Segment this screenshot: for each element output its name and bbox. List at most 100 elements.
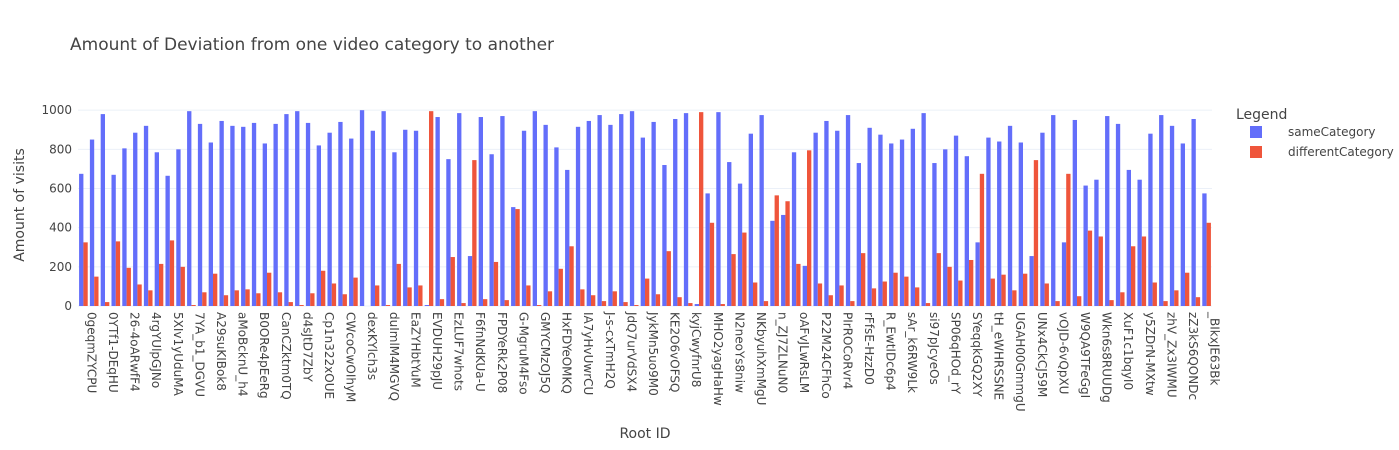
- x-tick-label: JdQ7urVdSX4: [624, 311, 638, 392]
- bar: [1174, 290, 1179, 306]
- x-tick-label: FPDYeRk2P08: [495, 312, 509, 393]
- bar: [774, 195, 779, 306]
- bar: [213, 273, 218, 306]
- bar: [115, 241, 121, 306]
- bar: [1137, 179, 1142, 306]
- bar: [137, 284, 142, 306]
- bar: [629, 111, 635, 307]
- x-tick-label: EzLUF7whots: [452, 312, 466, 391]
- bar: [683, 113, 689, 306]
- bar: [392, 152, 397, 306]
- bar: [385, 305, 391, 306]
- bar: [79, 173, 84, 306]
- bar: [997, 141, 1002, 306]
- legend-swatch: [1250, 126, 1262, 138]
- bar: [662, 165, 667, 306]
- x-tick-label: d4sJtD7ZbY: [300, 312, 314, 382]
- bar: [856, 163, 861, 306]
- bar: [910, 128, 915, 306]
- x-tick-label: 0YTf1-DEqHU: [106, 312, 120, 393]
- y-tick-label: 0: [64, 299, 72, 313]
- x-tick-label: R_EwtIDc6p4: [884, 312, 898, 391]
- bar: [785, 201, 790, 306]
- bar: [1163, 301, 1168, 306]
- bar: [1109, 300, 1114, 306]
- bar: [975, 242, 980, 306]
- bar: [947, 266, 952, 306]
- x-tick-label: EaZYHbtYuM: [408, 312, 422, 388]
- x-tick-label: G-MgruM4Fso: [516, 312, 530, 395]
- bar: [791, 152, 797, 306]
- bar: [828, 295, 833, 306]
- bar: [267, 272, 272, 306]
- x-tick-label: PIrROCoRvr4: [840, 312, 854, 389]
- bar: [223, 295, 229, 306]
- bar: [673, 118, 678, 306]
- bar: [126, 267, 131, 306]
- bar: [1055, 301, 1060, 306]
- legend-label: differentCategory: [1288, 145, 1394, 159]
- bar: [824, 120, 829, 306]
- bar: [439, 299, 445, 306]
- bar: [493, 261, 499, 306]
- y-tick-label: 400: [49, 221, 72, 235]
- bar: [208, 142, 213, 306]
- x-tick-label: si97pJcyeOs: [927, 312, 941, 385]
- x-tick-label: CWcoCwOIhyM: [344, 312, 358, 402]
- bar: [1159, 115, 1164, 307]
- bar: [845, 115, 851, 307]
- bar: [889, 143, 894, 306]
- bar: [1044, 283, 1049, 306]
- bar: [645, 278, 650, 306]
- bar: [191, 305, 196, 306]
- bar: [472, 160, 477, 306]
- x-tick-label: SYeqqkGQ2XY: [970, 312, 984, 398]
- bar: [122, 148, 127, 306]
- bar: [316, 145, 321, 306]
- bar: [450, 257, 455, 306]
- x-tick-label: _BIkxJE63Bk: [1208, 311, 1222, 385]
- x-tick-label: HxFDYeOMKQ: [560, 312, 574, 394]
- bar: [543, 124, 548, 306]
- bar: [1040, 132, 1045, 306]
- bar: [699, 112, 704, 306]
- bar: [295, 111, 300, 307]
- x-tick-label: n_ZJ7ZLNuN0: [776, 312, 790, 393]
- bar: [1195, 297, 1201, 306]
- bar: [608, 124, 613, 306]
- bar: [418, 285, 423, 306]
- bar: [1051, 115, 1056, 307]
- x-axis-title: Root ID: [619, 426, 670, 442]
- bar: [619, 114, 624, 306]
- x-tick-label: kyjCwyfnrU8: [689, 312, 703, 387]
- bar: [1141, 236, 1147, 306]
- bar: [165, 175, 170, 306]
- bar: [273, 123, 278, 306]
- bar: [299, 305, 304, 306]
- bar: [932, 163, 937, 306]
- bar: [310, 293, 315, 306]
- x-tick-label: NKbyuhXmMgU: [754, 312, 768, 405]
- bar: [921, 113, 926, 306]
- bar: [467, 256, 473, 306]
- bar: [105, 302, 110, 306]
- bar: [1023, 273, 1028, 306]
- bar: [878, 134, 883, 306]
- bar: [748, 133, 753, 306]
- x-tick-label: tH_eWHRSSNE: [992, 312, 1006, 400]
- bar: [925, 303, 931, 306]
- x-tick-label: KE2O6vOFSQ: [668, 312, 682, 392]
- bar: [342, 294, 347, 306]
- bar: [241, 126, 246, 306]
- bar: [1087, 230, 1093, 306]
- bar: [839, 285, 844, 306]
- bar: [802, 265, 807, 306]
- x-tick-label: EVDUH29pJU: [430, 312, 444, 390]
- bar: [871, 288, 877, 306]
- bar: [407, 287, 412, 306]
- y-tick-label: 200: [49, 260, 72, 274]
- bar: [936, 253, 941, 306]
- bar: [1066, 173, 1071, 306]
- bar: [100, 114, 105, 306]
- bar: [159, 263, 164, 306]
